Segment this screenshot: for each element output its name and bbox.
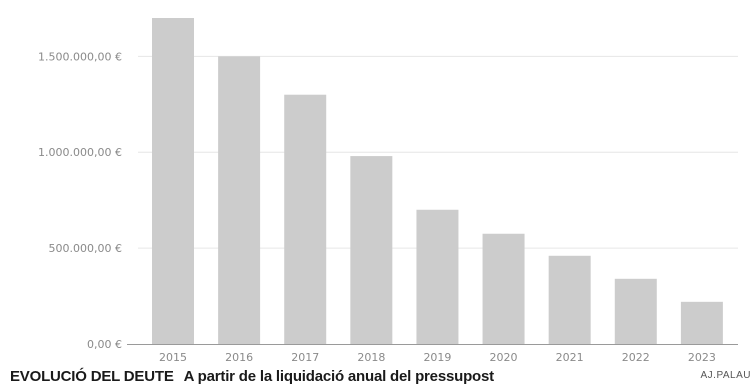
x-tick-label: 2022 (622, 351, 650, 364)
x-tick-label: 2016 (225, 351, 253, 364)
y-tick-label: 1.000.000,00 € (38, 146, 122, 159)
figure-caption: EVOLUCIÓ DEL DEUTE A partir de la liquid… (10, 368, 494, 385)
caption-text: A partir de la liquidació anual del pres… (183, 368, 495, 385)
bar-2018 (350, 156, 393, 344)
caption-label: EVOLUCIÓ DEL DEUTE (10, 368, 174, 385)
x-tick-label: 2019 (423, 351, 451, 364)
y-tick-label: 1.500.000,00 € (38, 50, 122, 63)
x-tick-label: 2018 (357, 351, 385, 364)
bars (152, 18, 723, 345)
bar-2023 (680, 301, 723, 344)
x-tick-label: 2015 (159, 351, 187, 364)
bar-2021 (548, 255, 591, 344)
bar-2022 (614, 278, 657, 344)
x-tick-label: 2017 (291, 351, 319, 364)
bar-2017 (284, 94, 327, 345)
photo-credit: AJ.PALAU (700, 370, 751, 381)
bar-2015 (152, 18, 194, 344)
y-tick-label: 0,00 € (87, 338, 122, 351)
x-tick-label: 2021 (556, 351, 584, 364)
y-tick-label: 500.000,00 € (49, 242, 122, 255)
bar-2019 (416, 209, 459, 344)
x-tick-label: 2020 (490, 351, 518, 364)
x-axis-ticks: 2015 2016 2017 2018 2019 2020 2021 2022 2023 (159, 351, 716, 364)
y-axis-ticks: 0,00 € 500.000,00 € 1.000.000,00 € 1.500.00… (38, 50, 122, 351)
bar-2016 (218, 56, 261, 345)
x-tick-label: 2023 (688, 351, 716, 364)
bar-2020 (482, 233, 525, 344)
